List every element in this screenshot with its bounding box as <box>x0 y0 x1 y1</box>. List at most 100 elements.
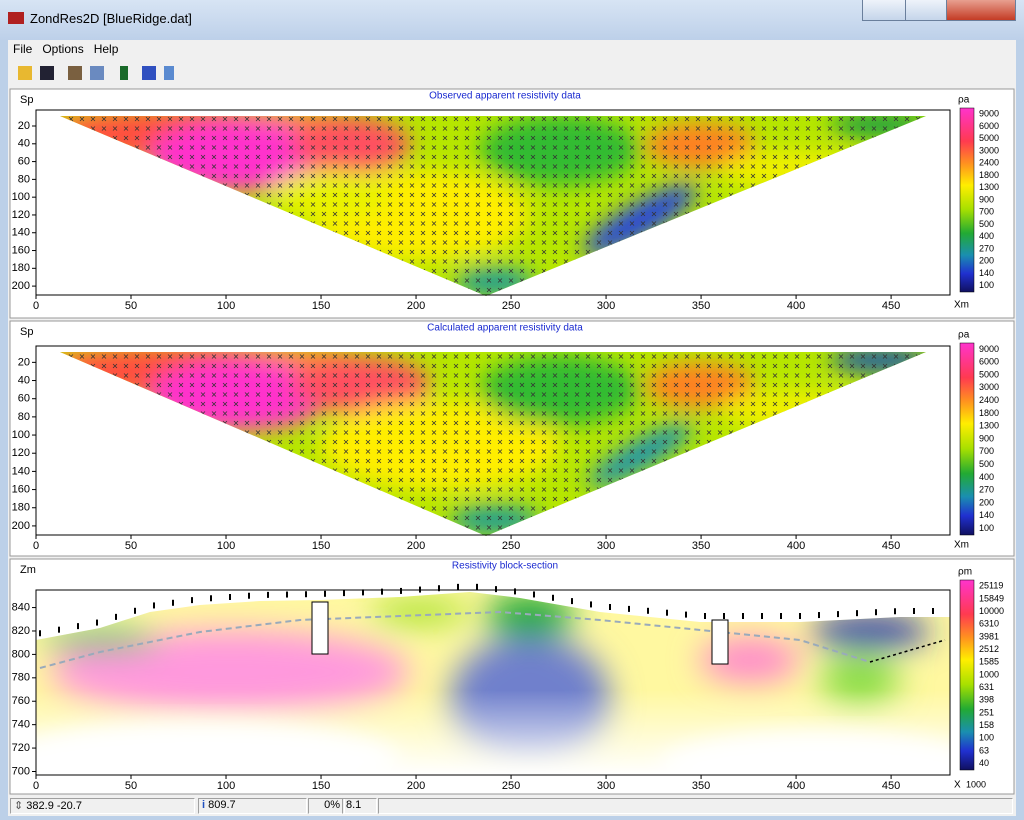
x-tick-label: 0 <box>33 780 39 792</box>
x-tick-label: 250 <box>502 780 520 792</box>
undo-button[interactable] <box>164 66 174 80</box>
plot-frame <box>35 345 951 536</box>
colorbar-tick-label: 9000 <box>979 344 999 354</box>
colorbar-tick-label: 15849 <box>979 593 1004 603</box>
colorbar-tick-label: 251 <box>979 707 994 717</box>
section-image <box>36 592 950 775</box>
y-tick-label: 800 <box>12 648 30 660</box>
inversion-button[interactable] <box>142 66 156 80</box>
x-tick-label: 450 <box>882 780 900 792</box>
colorbar-tick-label: 25119 <box>979 581 1003 591</box>
plot-frame <box>35 109 951 296</box>
y-tick-label: 840 <box>12 601 30 613</box>
x-tick-label: 350 <box>692 300 710 312</box>
colorbar-tick-label: 3981 <box>979 631 999 641</box>
menu-item[interactable]: Options <box>42 42 84 56</box>
menu-bar: File Options Help <box>8 40 1016 58</box>
colorbar-tick-label: 63 <box>979 745 989 755</box>
y-tick-label: 160 <box>12 483 30 495</box>
colorbar-tick-label: 1800 <box>979 408 999 418</box>
x-tick-label: 350 <box>692 780 710 792</box>
x-tick-label: 400 <box>787 540 805 552</box>
x-axis-label: Xm <box>954 540 969 551</box>
open-button[interactable] <box>18 66 32 80</box>
x-tick-label: 200 <box>407 540 425 552</box>
y-tick-label: 720 <box>12 742 30 754</box>
menu-item[interactable]: File <box>13 42 33 56</box>
x-axis-note: 1000 <box>966 779 986 789</box>
y-tick-label: 120 <box>12 447 30 459</box>
x-tick-label: 450 <box>882 300 900 312</box>
colorbar-tick-label: 900 <box>979 433 994 443</box>
status-field: i 809.7 <box>198 798 307 814</box>
x-tick-label: 150 <box>312 540 330 552</box>
colorbar-tick-label: 400 <box>979 472 994 482</box>
colorbar-tick-label: 2400 <box>979 395 999 405</box>
coords: 382.9 -20.7 <box>26 800 82 812</box>
colorbar-tick-label: 3000 <box>979 382 999 392</box>
close-button[interactable] <box>946 0 1016 21</box>
boundary-line <box>39 610 871 669</box>
colorbar-tick-label: 3000 <box>979 145 999 155</box>
y-tick-label: 700 <box>12 765 30 777</box>
status-field: ⇕ 382.9 -20.7 <box>10 798 195 814</box>
colorbar-tick-label: 1000 <box>979 669 999 679</box>
colorbar <box>959 579 975 771</box>
table-button[interactable] <box>90 66 104 80</box>
x-tick-label: 150 <box>312 300 330 312</box>
colorbar-tick-label: 10000 <box>979 606 1004 616</box>
status-field <box>378 798 1013 814</box>
colorbar-tick-label: 631 <box>979 682 994 692</box>
colorbar-tick-label: 9000 <box>979 109 999 119</box>
y-tick-label: 60 <box>18 155 30 167</box>
colorbar-label: ρm <box>958 567 972 578</box>
colorbar <box>959 107 975 293</box>
app-icon <box>8 12 24 24</box>
tools-button[interactable] <box>68 66 82 80</box>
y-axis-label: Sp <box>20 94 33 106</box>
minimize-button[interactable] <box>862 0 906 21</box>
colorbar-tick-label: 700 <box>979 446 994 456</box>
window-title: ZondRes2D [BlueRidge.dat] <box>30 11 192 26</box>
colorbar-tick-label: 6310 <box>979 619 999 629</box>
y-tick-label: 740 <box>12 719 30 731</box>
y-tick-label: 180 <box>12 502 30 514</box>
y-tick-label: 20 <box>18 356 30 368</box>
x-tick-label: 200 <box>407 780 425 792</box>
y-axis-label: Sp <box>20 326 33 338</box>
x-tick-label: 300 <box>597 300 615 312</box>
colorbar-tick-label: 398 <box>979 695 994 705</box>
x-tick-label: 400 <box>787 300 805 312</box>
colorbar-tick-label: 200 <box>979 497 994 507</box>
y-tick-label: 820 <box>12 625 30 637</box>
y-tick-label: 40 <box>18 374 30 386</box>
x-tick-label: 0 <box>33 300 39 312</box>
colorbar-label: ρa <box>958 95 970 106</box>
menu-item[interactable]: Help <box>93 42 119 56</box>
colorbar-tick-label: 140 <box>979 268 994 278</box>
y-tick-label: 60 <box>18 393 30 405</box>
panel-title: Resistivity block-section <box>452 561 558 572</box>
y-axis-label: Zm <box>20 564 36 576</box>
y-tick-label: 140 <box>12 465 30 477</box>
colorbar-tick-label: 100 <box>979 733 994 743</box>
y-tick-label: 160 <box>12 244 30 256</box>
y-tick-label: 780 <box>12 672 30 684</box>
model-button[interactable] <box>120 66 128 80</box>
x-axis-label: X <box>954 780 961 791</box>
y-tick-label: 200 <box>12 280 30 292</box>
colorbar-tick-label: 500 <box>979 219 994 229</box>
maximize-button[interactable] <box>905 0 947 21</box>
colorbar-tick-label: 1800 <box>979 170 999 180</box>
x-tick-label: 50 <box>125 780 137 792</box>
save-button[interactable] <box>40 66 54 80</box>
colorbar-tick-label: 40 <box>979 758 989 768</box>
colorbar-tick-label: 2400 <box>979 158 999 168</box>
colorbar-tick-label: 5000 <box>979 369 999 379</box>
toolbar <box>8 58 1016 88</box>
value: 809.7 <box>208 799 236 811</box>
x-tick-label: 300 <box>597 540 615 552</box>
colorbar-tick-label: 158 <box>979 720 994 730</box>
